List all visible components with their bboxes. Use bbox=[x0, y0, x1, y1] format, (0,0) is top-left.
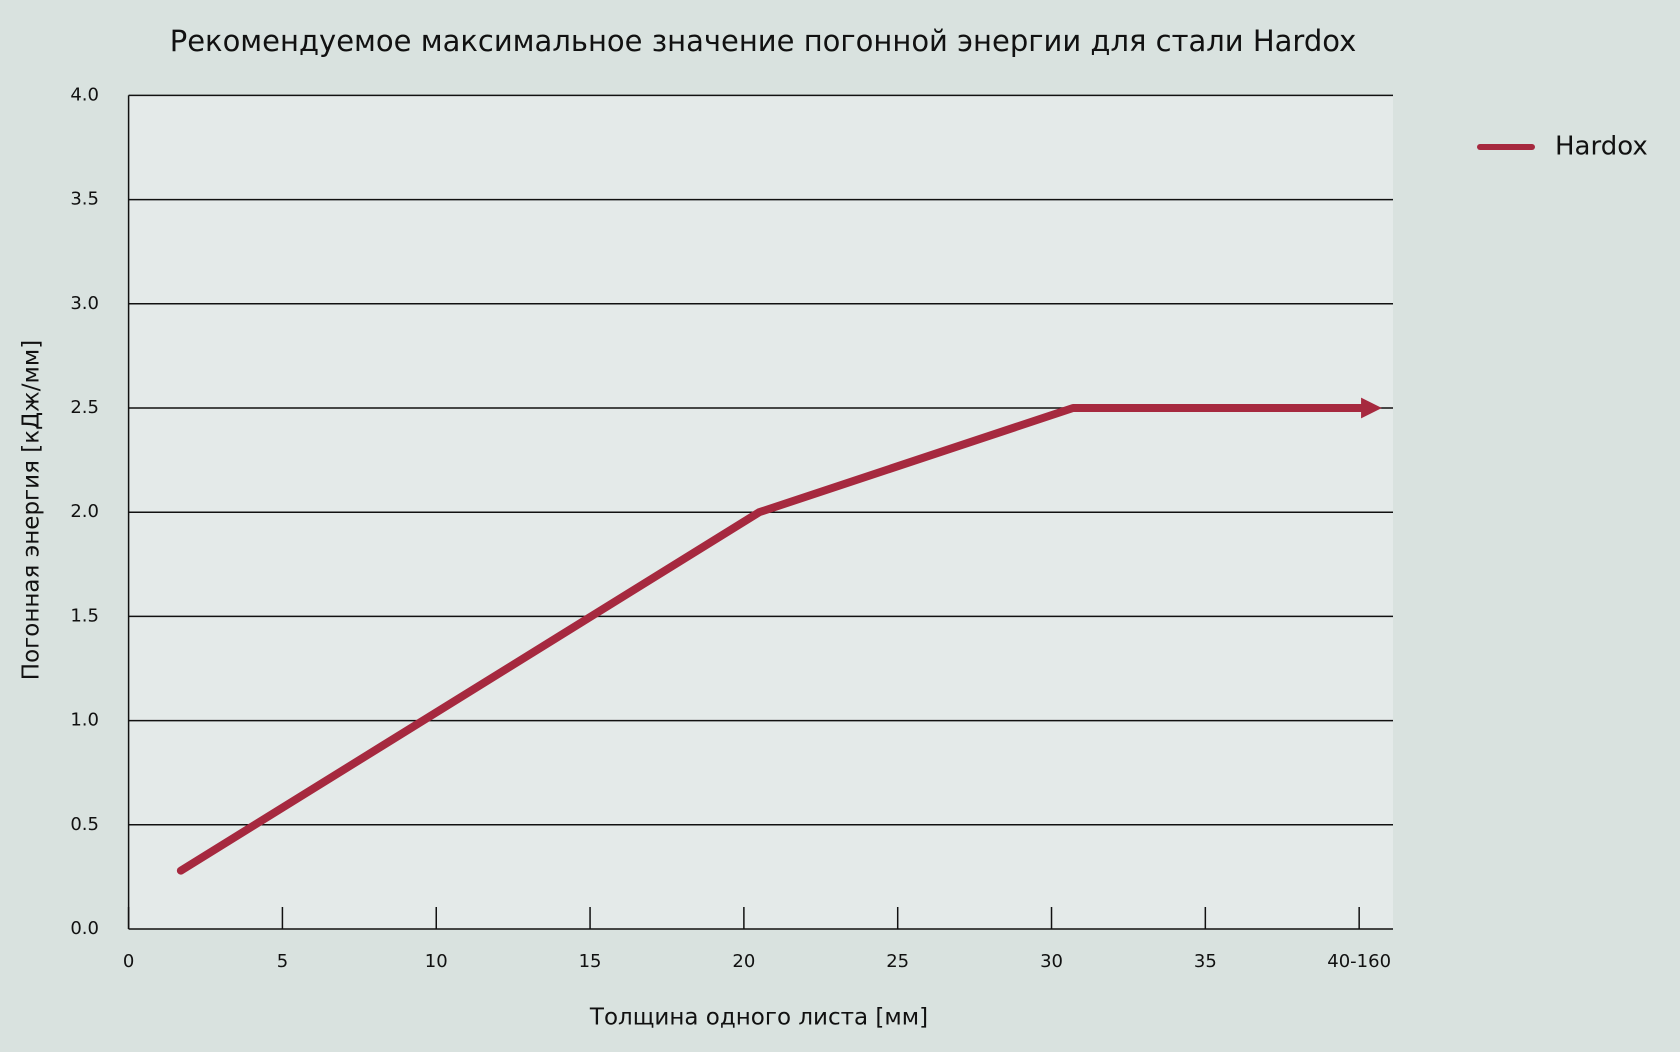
x-tick-label: 5 bbox=[277, 951, 288, 972]
x-tick-label: 0 bbox=[123, 951, 134, 972]
x-tick-label: 35 bbox=[1194, 951, 1217, 972]
y-tick-label: 2.0 bbox=[70, 501, 99, 522]
y-tick-label: 0.5 bbox=[70, 814, 99, 835]
legend-label: Hardox bbox=[1555, 132, 1648, 162]
y-tick-label: 0.0 bbox=[70, 918, 99, 939]
x-tick-label: 10 bbox=[425, 951, 448, 972]
y-tick-label: 1.0 bbox=[70, 710, 99, 731]
y-axis-label: Погонная энергия [кДж/мм] bbox=[19, 340, 45, 680]
x-tick-label: 25 bbox=[886, 951, 909, 972]
y-tick-label: 1.5 bbox=[70, 605, 99, 626]
x-tick-label: 20 bbox=[732, 951, 755, 972]
y-tick-label: 3.5 bbox=[70, 189, 99, 210]
y-tick-label: 4.0 bbox=[70, 84, 99, 105]
x-tick-label: 30 bbox=[1040, 951, 1063, 972]
y-tick-label: 3.0 bbox=[70, 293, 99, 314]
chart-title: Рекомендуемое максимальное значение пого… bbox=[170, 24, 1357, 58]
y-tick-label: 2.5 bbox=[70, 397, 99, 418]
x-tick-label: 40-160 bbox=[1327, 951, 1391, 972]
line bbox=[176, 397, 1382, 875]
x-tick-label: 15 bbox=[579, 951, 602, 972]
x-axis-label: Толщина одного листа [мм] bbox=[589, 1005, 928, 1031]
